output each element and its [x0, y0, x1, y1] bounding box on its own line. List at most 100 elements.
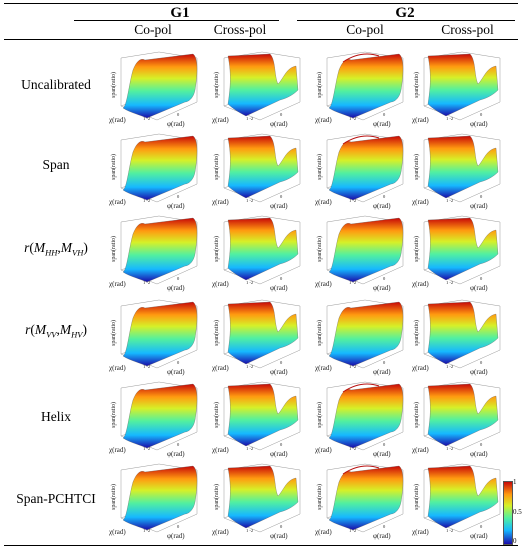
y-axis-label: φ(rad): [470, 450, 488, 458]
surface-plot-r4-c4: span(ratio) χ(rad) φ(rad) 1 -2 0: [412, 299, 501, 376]
x-axis-label: χ(rad): [109, 528, 126, 536]
surface-plot-r5-c2: span(ratio) χ(rad) φ(rad) 1 -2 0: [212, 381, 301, 458]
surface-plot-r1-c3: span(ratio) χ(rad) φ(rad) 1 -2 0: [315, 51, 404, 128]
z-axis-label: span(ratio): [110, 402, 117, 428]
z-axis-label: span(ratio): [110, 72, 117, 98]
x-tick-labels: 1 -2: [349, 446, 356, 451]
y-axis-label: φ(rad): [373, 202, 391, 210]
surface-plot-r3-c1: span(ratio) χ(rad) φ(rad) 1 -2 0: [109, 215, 198, 292]
row-label-helix: Helix: [41, 409, 71, 424]
surface-plot-r3-c4: span(ratio) χ(rad) φ(rad) 1 -2 0: [412, 215, 501, 292]
y-tick-label: 0: [280, 360, 283, 365]
x-axis-label: χ(rad): [315, 198, 332, 206]
y-tick-label: 0: [177, 360, 180, 365]
x-axis-label: χ(rad): [109, 446, 126, 454]
x-tick-labels: 1 -2: [349, 116, 356, 121]
header-rule: [4, 39, 518, 40]
x-tick-labels: 1 -2: [349, 198, 356, 203]
z-axis-label: span(ratio): [413, 236, 420, 262]
surface-plot-r2-c2: span(ratio) χ(rad) φ(rad) 1 -2 0: [212, 133, 301, 210]
y-tick-label: 0: [383, 194, 386, 199]
y-axis-label: φ(rad): [167, 284, 185, 292]
colorbar-min-label: 0: [513, 537, 517, 545]
surface-plot-r6-c3: span(ratio) χ(rad) φ(rad) 1 -2 0: [315, 463, 404, 540]
surface-plot-r6-c2: span(ratio) χ(rad) φ(rad) 1 -2 0: [212, 463, 301, 540]
y-tick-label: 0: [280, 194, 283, 199]
surface-plot-r2-c4: span(ratio) χ(rad) φ(rad) 1 -2 0: [412, 133, 501, 210]
x-axis-label: χ(rad): [412, 528, 429, 536]
x-tick-labels: 1 -2: [246, 528, 253, 533]
x-tick-labels: 1 -2: [246, 446, 253, 451]
x-axis-label: χ(rad): [212, 528, 229, 536]
x-tick-labels: 1 -2: [349, 364, 356, 369]
x-tick-labels: 1 -2: [349, 280, 356, 285]
y-axis-label: φ(rad): [373, 532, 391, 540]
y-axis-label: φ(rad): [470, 532, 488, 540]
surface-plot-r1-c4: span(ratio) χ(rad) φ(rad) 1 -2 0: [412, 51, 501, 128]
y-tick-label: 0: [280, 276, 283, 281]
x-tick-labels: 1 -2: [246, 198, 253, 203]
y-axis-label: φ(rad): [167, 368, 185, 376]
x-axis-label: χ(rad): [315, 364, 332, 372]
x-axis-label: χ(rad): [212, 280, 229, 288]
y-tick-label: 0: [177, 194, 180, 199]
x-axis-label: χ(rad): [212, 446, 229, 454]
y-tick-label: 0: [480, 360, 483, 365]
group-header-g2: G2: [395, 5, 415, 21]
y-axis-label: φ(rad): [270, 450, 288, 458]
row-label-r-mhh-mvh: r(MHH,MVH): [24, 240, 88, 258]
y-tick-label: 0: [480, 524, 483, 529]
x-axis-label: χ(rad): [315, 446, 332, 454]
y-axis-label: φ(rad): [373, 284, 391, 292]
z-axis-label: span(ratio): [213, 320, 220, 346]
group-header-g1: G1: [170, 5, 190, 21]
surface-plot-r4-c2: span(ratio) χ(rad) φ(rad) 1 -2 0: [212, 299, 301, 376]
y-axis-label: φ(rad): [373, 120, 391, 128]
y-axis-label: φ(rad): [167, 202, 185, 210]
top-rule: [4, 3, 518, 4]
x-axis-label: χ(rad): [212, 364, 229, 372]
colorbar-max-label: 1: [513, 478, 517, 486]
surface-plot-r4-c1: span(ratio) χ(rad) φ(rad) 1 -2 0: [109, 299, 198, 376]
x-axis-label: χ(rad): [412, 446, 429, 454]
y-tick-label: 0: [177, 524, 180, 529]
z-axis-label: span(ratio): [316, 72, 323, 98]
y-axis-label: φ(rad): [470, 368, 488, 376]
x-tick-labels: 1 -2: [446, 446, 453, 451]
z-axis-label: span(ratio): [316, 484, 323, 510]
surface-plot-r1-c1: span(ratio) χ(rad) φ(rad) 1 -2 0: [109, 51, 198, 128]
x-axis-label: χ(rad): [109, 198, 126, 206]
z-axis-label: span(ratio): [316, 236, 323, 262]
x-tick-labels: 1 -2: [446, 364, 453, 369]
y-tick-label: 0: [383, 442, 386, 447]
x-tick-labels: 1 -2: [446, 528, 453, 533]
x-axis-label: χ(rad): [315, 528, 332, 536]
x-axis-label: χ(rad): [212, 116, 229, 124]
g2-underline: [297, 20, 515, 21]
colorbar: [503, 481, 513, 545]
x-axis-label: χ(rad): [212, 198, 229, 206]
x-tick-labels: 1 -2: [246, 116, 253, 121]
y-axis-label: φ(rad): [373, 368, 391, 376]
row-label-r-mvv-mhv: r(MVV,MHV): [25, 322, 87, 340]
z-axis-label: span(ratio): [213, 236, 220, 262]
g1-underline: [74, 20, 279, 21]
y-tick-label: 0: [383, 112, 386, 117]
surface-plot-r6-c1: span(ratio) χ(rad) φ(rad) 1 -2 0: [109, 463, 198, 540]
surface-plot-r2-c1: span(ratio) χ(rad) φ(rad) 1 -2 0: [109, 133, 198, 210]
x-tick-labels: 1 -2: [143, 280, 150, 285]
z-axis-label: span(ratio): [110, 236, 117, 262]
y-axis-label: φ(rad): [270, 368, 288, 376]
x-tick-labels: 1 -2: [446, 116, 453, 121]
x-axis-label: χ(rad): [315, 280, 332, 288]
y-axis-label: φ(rad): [270, 284, 288, 292]
row-label-uncalibrated: Uncalibrated: [21, 77, 91, 92]
z-axis-label: span(ratio): [413, 72, 420, 98]
surface-plot-r4-c3: span(ratio) χ(rad) φ(rad) 1 -2 0: [315, 299, 404, 376]
z-axis-label: span(ratio): [213, 484, 220, 510]
y-axis-label: φ(rad): [270, 202, 288, 210]
z-axis-label: span(ratio): [110, 154, 117, 180]
y-axis-label: φ(rad): [167, 450, 185, 458]
x-axis-label: χ(rad): [412, 116, 429, 124]
y-tick-label: 0: [177, 276, 180, 281]
